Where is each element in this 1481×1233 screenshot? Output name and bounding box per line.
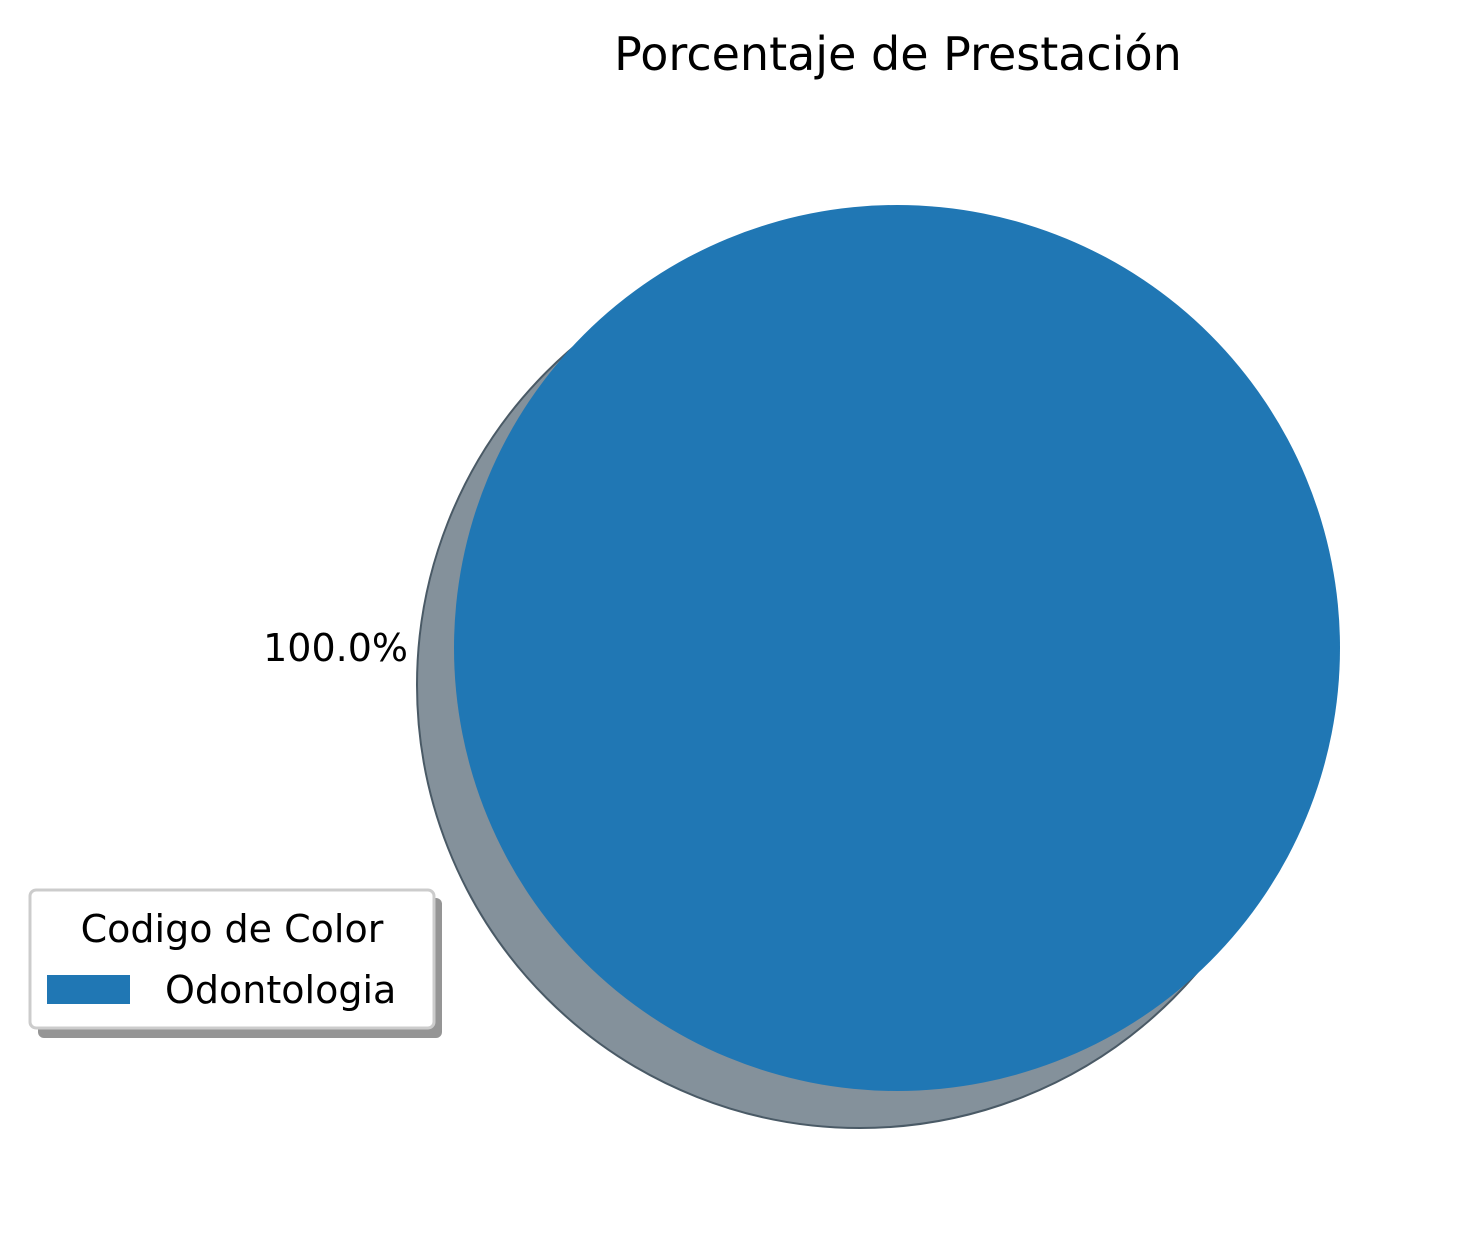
legend-title: Codigo de Color — [81, 907, 384, 951]
pie-group — [416, 205, 1340, 1129]
legend-swatch — [47, 975, 130, 1004]
chart-title: Porcentaje de Prestación — [614, 27, 1182, 81]
pie-slice-0 — [454, 205, 1340, 1091]
legend-entry-label: Odontologia — [165, 968, 396, 1012]
legend: Codigo de Color Odontologia — [28, 888, 442, 1038]
slice-percent-label: 100.0% — [263, 626, 408, 670]
legend-frame — [28, 888, 436, 1030]
